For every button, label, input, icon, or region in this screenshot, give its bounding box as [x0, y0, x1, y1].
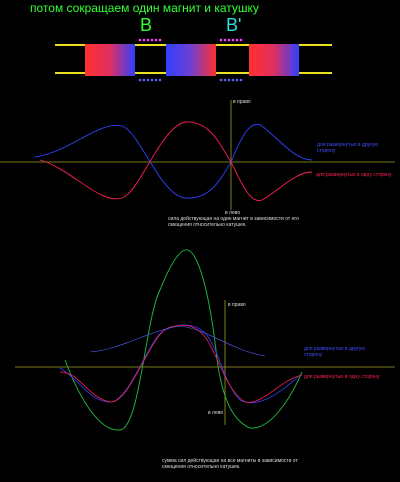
caption: сумма сил действующая на все магниты в з…: [162, 458, 298, 470]
graph-1: в право в лево для развернутых в другую …: [0, 99, 395, 228]
caption: сила действующая на один магнит в зависи…: [168, 216, 299, 228]
legend-red: для развернутых в одну сторону: [304, 374, 380, 380]
graph-2: в право в лево для развернутых в другую …: [15, 249, 395, 470]
up-label: в право: [233, 99, 251, 105]
label-b: B: [140, 15, 152, 35]
label-b-prime: B': [226, 15, 241, 35]
title: потом сокращаем один магнит и катушку: [30, 1, 259, 15]
legend-blue: для развернутых в другую сторону: [317, 142, 379, 154]
legend-red: для развернутых в одну сторону: [316, 172, 392, 178]
down-label: в лево: [208, 410, 223, 416]
down-label: в лево: [225, 210, 240, 216]
up-label: в право: [228, 302, 246, 308]
legend-blue: для развернутых в другую сторону: [304, 346, 366, 358]
magnet-assembly: [55, 38, 332, 82]
